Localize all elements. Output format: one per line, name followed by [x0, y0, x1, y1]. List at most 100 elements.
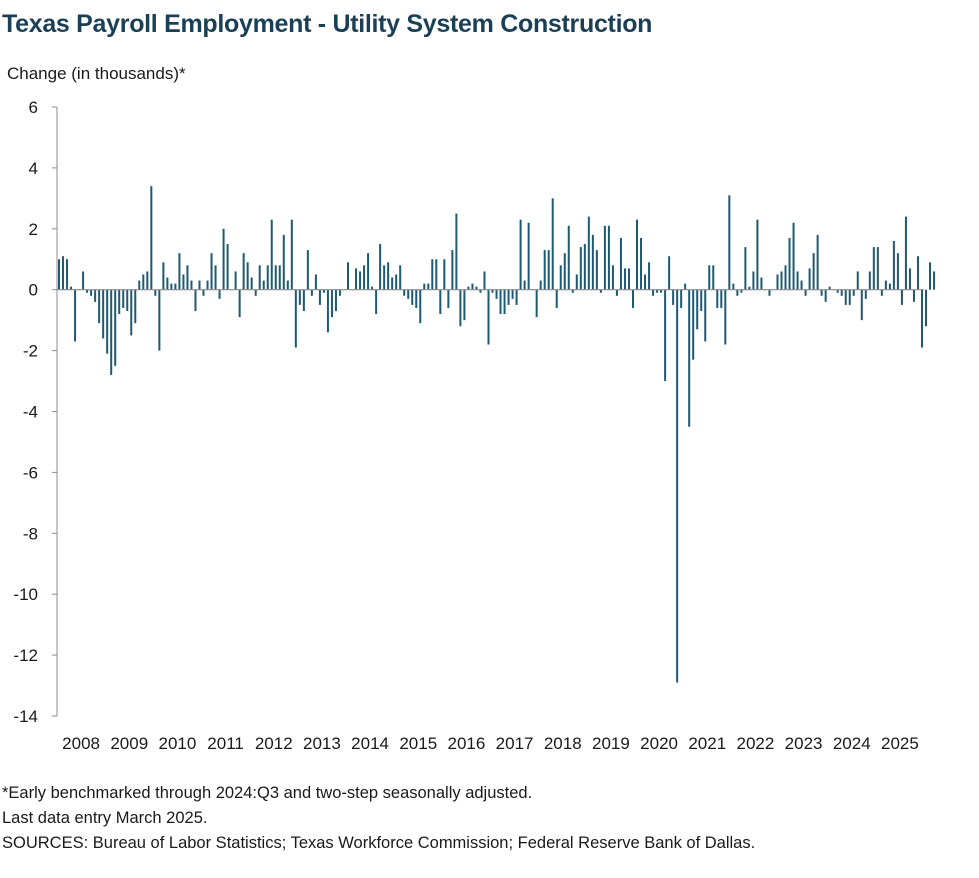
- bar: [768, 289, 771, 296]
- bar: [130, 289, 133, 336]
- bar: [599, 289, 602, 293]
- bar: [411, 289, 414, 305]
- bar: [676, 289, 679, 683]
- bar: [258, 265, 261, 290]
- bar: [912, 289, 915, 302]
- y-axis: 6 4 2 0 -2 -4 -6 -8 -10 -12 -14: [13, 98, 57, 726]
- bar: [371, 286, 374, 290]
- bar: [660, 289, 663, 293]
- bar: [70, 286, 73, 290]
- bar: [270, 219, 273, 290]
- bar: [816, 234, 819, 290]
- chart-title: Texas Payroll Employment - Utility Syste…: [2, 10, 653, 38]
- bar: [652, 289, 655, 296]
- bar: [555, 289, 558, 308]
- bar: [202, 289, 205, 296]
- bar: [62, 256, 65, 290]
- bar: [226, 244, 229, 290]
- bar: [290, 219, 293, 290]
- bar: [347, 262, 350, 290]
- bar: [242, 253, 245, 290]
- bar: [150, 186, 153, 290]
- bar: [310, 289, 313, 296]
- bar: [780, 271, 783, 290]
- bar: [916, 256, 919, 290]
- bar: [603, 225, 606, 290]
- x-tick-label: 2024: [833, 734, 871, 753]
- bar: [728, 195, 731, 290]
- bar: [543, 250, 546, 290]
- bar: [367, 253, 370, 290]
- bar: [387, 262, 390, 290]
- bar: [852, 289, 855, 296]
- bar: [708, 265, 711, 290]
- bar: [166, 277, 169, 290]
- bar: [170, 283, 173, 290]
- bar: [487, 289, 490, 345]
- bar: [118, 289, 121, 315]
- x-tick-label: 2010: [159, 734, 197, 753]
- bar: [648, 262, 651, 290]
- bar: [748, 286, 751, 290]
- bar: [696, 289, 699, 330]
- bar: [98, 289, 101, 324]
- bar: [575, 274, 578, 290]
- bar: [904, 216, 907, 290]
- bar: [186, 265, 189, 290]
- bar: [322, 289, 325, 293]
- bar: [471, 283, 474, 290]
- bar: [876, 247, 879, 290]
- bar: [740, 289, 743, 293]
- bar: [515, 289, 518, 305]
- bar: [636, 219, 639, 290]
- footnote-last-entry: Last data entry March 2025.: [2, 809, 208, 827]
- bar: [864, 289, 867, 299]
- bar: [82, 271, 85, 290]
- bar: [776, 274, 779, 290]
- bar: [503, 289, 506, 315]
- bar: [491, 289, 494, 293]
- bar: [415, 289, 418, 308]
- x-tick-label: 2014: [351, 734, 389, 753]
- bar: [282, 234, 285, 290]
- y-tick-label: 0: [29, 281, 38, 300]
- bar: [459, 289, 462, 327]
- bar: [298, 289, 301, 305]
- bar: [294, 289, 297, 348]
- y-tick-label: 6: [29, 98, 38, 117]
- bar: [359, 271, 362, 290]
- bar: [391, 277, 394, 290]
- x-tick-label: 2009: [110, 734, 148, 753]
- bar: [920, 289, 923, 348]
- bar: [495, 289, 498, 299]
- bar: [286, 280, 289, 290]
- bar: [668, 256, 671, 290]
- bar: [712, 265, 715, 290]
- bar: [820, 289, 823, 296]
- bar: [403, 289, 406, 296]
- bar: [379, 244, 382, 290]
- y-tick-label: -6: [23, 463, 38, 482]
- bar: [178, 253, 181, 290]
- bar: [828, 286, 831, 290]
- bar: [138, 280, 141, 290]
- bar: [579, 247, 582, 290]
- bar: [302, 289, 305, 312]
- bar: [355, 268, 358, 290]
- bar: [427, 283, 430, 290]
- bar: [399, 265, 402, 290]
- bar: [210, 253, 213, 290]
- bar: [250, 277, 253, 290]
- bar: [262, 280, 265, 290]
- bar: [274, 265, 277, 290]
- bar: [306, 250, 309, 290]
- bar: [716, 289, 719, 308]
- x-tick-label: 2021: [688, 734, 726, 753]
- y-tick-label: -8: [23, 524, 38, 543]
- x-tick-label: 2018: [544, 734, 582, 753]
- bar: [892, 240, 895, 290]
- bar: [595, 250, 598, 290]
- bar: [848, 289, 851, 305]
- bar: [724, 289, 727, 345]
- bar: [266, 265, 269, 290]
